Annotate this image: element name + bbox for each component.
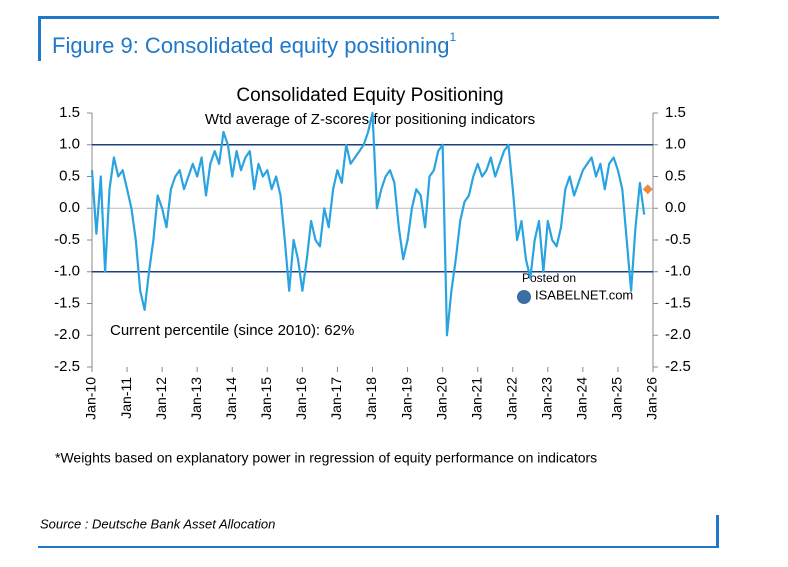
- x-tick-label: Jan-12: [153, 377, 169, 420]
- y-tick-label: -0.5: [54, 231, 80, 248]
- x-tick-label: Jan-18: [363, 377, 379, 420]
- y-tick-label: -1.0: [54, 263, 80, 280]
- series-line: [90, 111, 646, 337]
- header-superscript: 1: [449, 30, 456, 44]
- y-tick-label: -2.0: [54, 326, 80, 343]
- y2-tick-label: 0.5: [665, 167, 686, 184]
- y-tick-label: 1.0: [59, 136, 80, 153]
- y-tick-label: -2.5: [54, 358, 80, 375]
- watermark: ISABELNET.com: [535, 287, 633, 302]
- footer-bar: [716, 515, 719, 548]
- x-tick-label: Jan-20: [433, 377, 449, 420]
- y2-tick-label: -2.0: [665, 326, 691, 343]
- y-tick-label: -1.5: [54, 294, 80, 311]
- y2-tick-label: -0.5: [665, 231, 691, 248]
- header-title-text: Figure 9: Consolidated equity positionin…: [52, 33, 449, 58]
- x-tick-label: Jan-14: [223, 377, 239, 420]
- x-tick-label: Jan-24: [574, 377, 590, 420]
- x-tick-label: Jan-25: [609, 377, 625, 420]
- y-tick-label: 0.5: [59, 167, 80, 184]
- header-bar: [38, 16, 41, 61]
- chart-title: Consolidated Equity Positioning: [236, 85, 503, 106]
- footer-rule: [38, 546, 719, 548]
- watermark-logo: [517, 290, 531, 304]
- x-tick-label: Jan-16: [293, 377, 309, 420]
- x-tick-label: Jan-13: [188, 377, 204, 420]
- y-tick-label: 0.0: [59, 199, 80, 216]
- watermark: Posted on: [522, 271, 576, 285]
- y2-tick-label: 0.0: [665, 199, 686, 216]
- y2-tick-label: -2.5: [665, 358, 691, 375]
- x-tick-label: Jan-15: [258, 377, 274, 420]
- y2-tick-label: 1.0: [665, 136, 686, 153]
- y2-tick-label: -1.5: [665, 294, 691, 311]
- header-rule: [38, 16, 719, 19]
- x-tick-label: Jan-10: [83, 377, 99, 420]
- header-title: Figure 9: Consolidated equity positionin…: [52, 30, 456, 58]
- annotation: Current percentile (since 2010): 62%: [110, 322, 354, 339]
- y2-tick-label: 1.5: [665, 104, 686, 121]
- x-tick-label: Jan-17: [328, 377, 344, 420]
- x-tick-label: Jan-19: [398, 377, 414, 420]
- source: Source : Deutsche Bank Asset Allocation: [40, 516, 275, 531]
- y2-tick-label: -1.0: [665, 263, 691, 280]
- footnote: *Weights based on explanatory power in r…: [55, 450, 597, 466]
- x-tick-label: Jan-26: [644, 377, 660, 420]
- x-tick-label: Jan-23: [539, 377, 555, 420]
- x-tick-label: Jan-11: [118, 377, 134, 419]
- x-tick-label: Jan-21: [468, 377, 484, 420]
- current-point: [642, 184, 653, 195]
- y-tick-label: 1.5: [59, 104, 80, 121]
- x-tick-label: Jan-22: [503, 377, 519, 420]
